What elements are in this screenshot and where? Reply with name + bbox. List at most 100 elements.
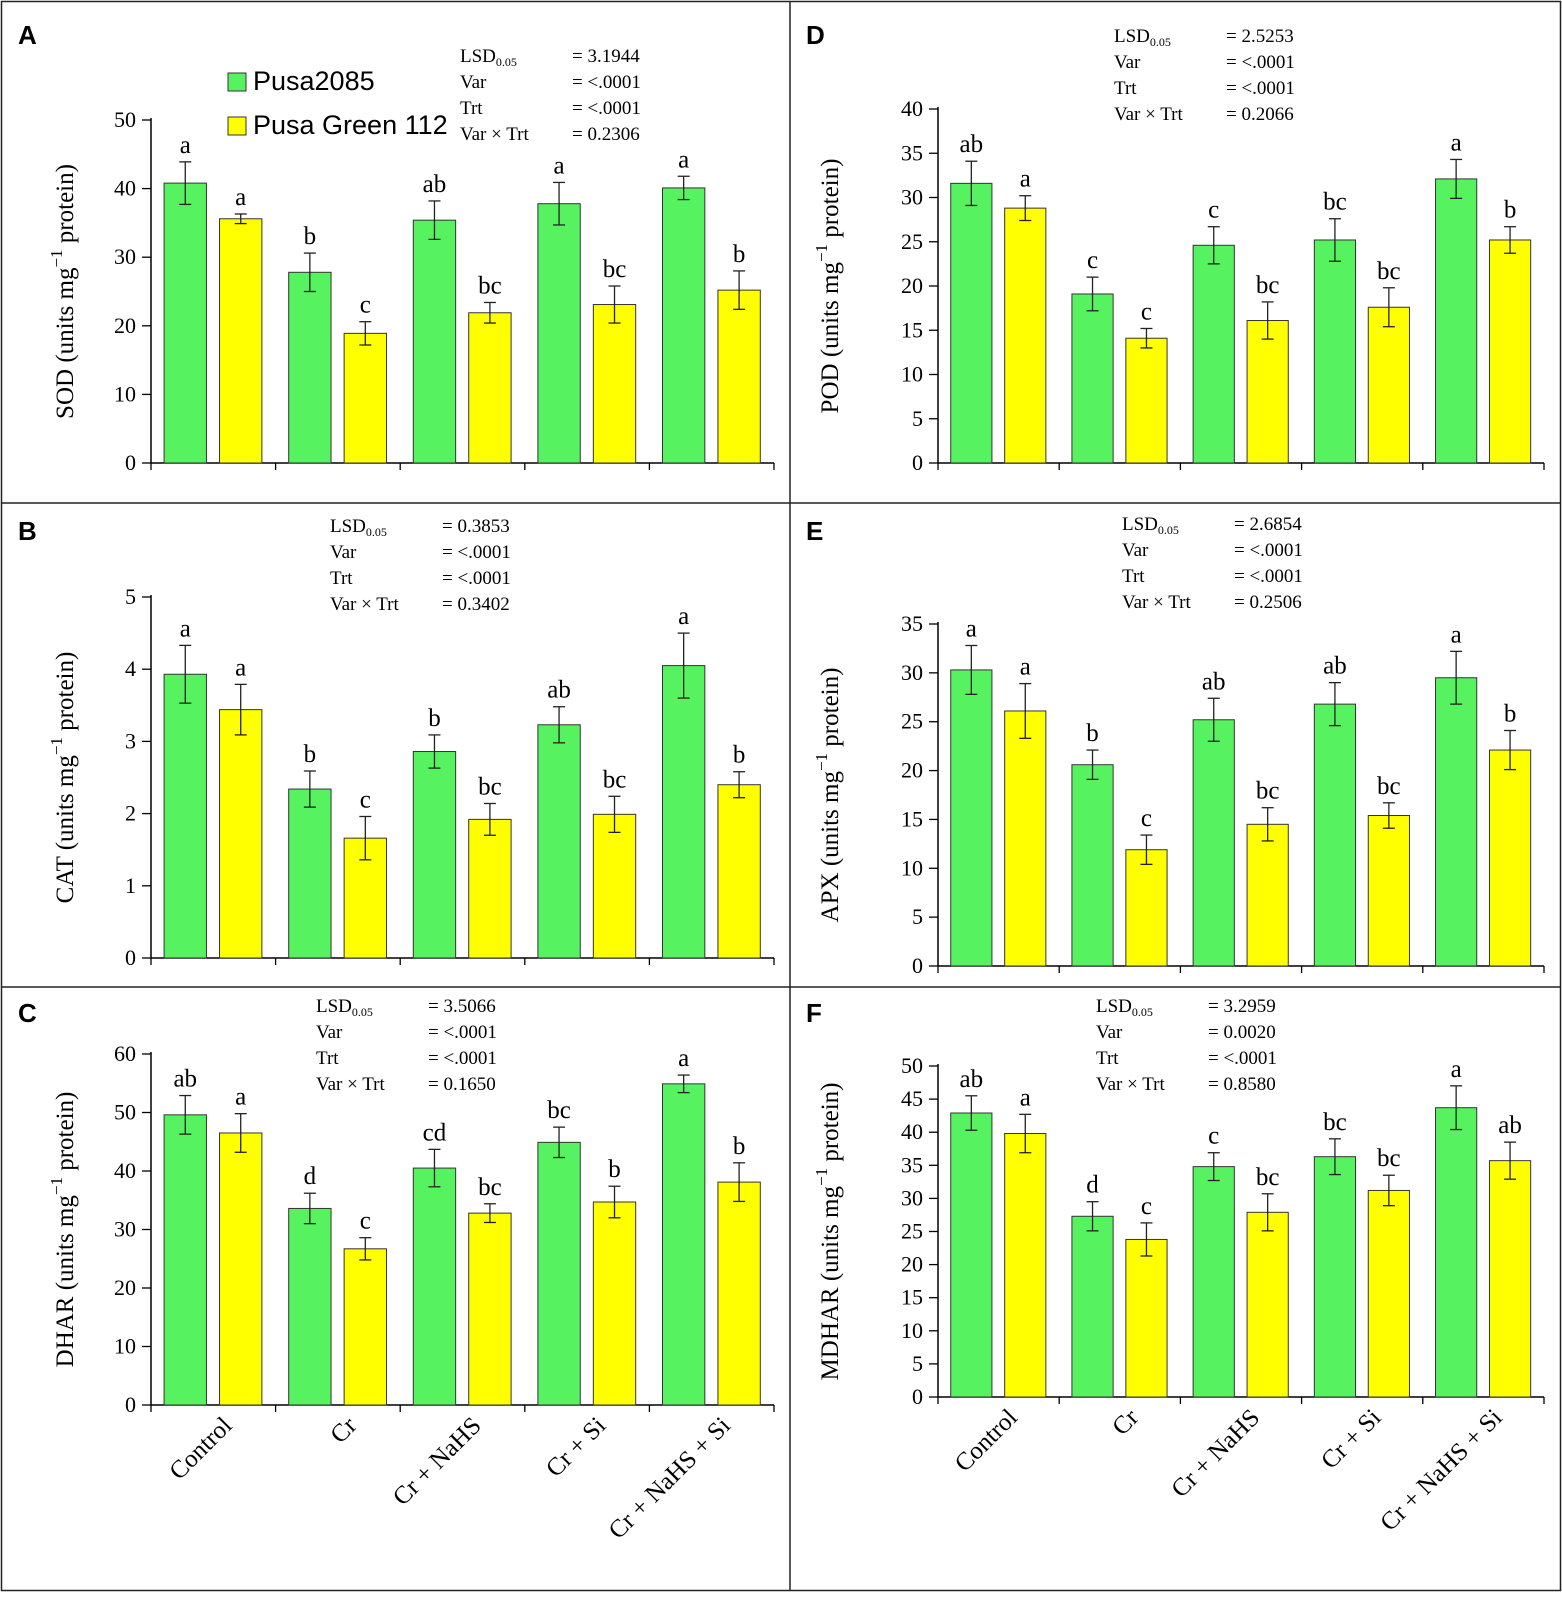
bar [1246, 823, 1289, 967]
bar [412, 751, 457, 959]
stats-label: Var [1096, 1022, 1123, 1043]
significance-letter: bc [478, 272, 502, 299]
y-tick-label: 15 [901, 806, 923, 831]
bar [1192, 244, 1235, 464]
bar [1435, 178, 1478, 464]
significance-letter: b [733, 742, 746, 769]
bar [1192, 1166, 1235, 1398]
significance-letter: a [1451, 621, 1462, 648]
significance-letter: c [360, 1208, 371, 1235]
significance-letter: a [235, 184, 246, 211]
bar [468, 1212, 512, 1406]
stats-value: = 0.0020 [1208, 1022, 1276, 1043]
y-tick-label: 5 [912, 406, 923, 431]
significance-letter: cd [423, 1119, 447, 1146]
stats-value: = 0.8580 [1208, 1074, 1276, 1095]
stats-value: = 0.2066 [1226, 104, 1294, 125]
stats-value: = <.0001 [1208, 1048, 1277, 1069]
bar [592, 304, 637, 464]
bar [1313, 239, 1357, 464]
bar [661, 187, 706, 464]
significance-letter: c [1141, 298, 1152, 325]
significance-letter: bc [1256, 1164, 1280, 1191]
y-tick-label: 2 [125, 801, 136, 826]
y-axis-label: MDHAR (units mg−1 protein) [812, 1083, 844, 1381]
bar [717, 1181, 761, 1406]
stats-value: = <.0001 [442, 568, 511, 589]
bar [163, 1114, 207, 1406]
bar [1313, 703, 1357, 967]
stats-label: Var × Trt [1096, 1074, 1166, 1095]
y-tick-label: 0 [912, 953, 923, 978]
significance-letter: bc [603, 256, 627, 283]
bar [1488, 1160, 1532, 1398]
y-tick-label: 40 [114, 176, 136, 201]
significance-letter: c [360, 786, 371, 813]
significance-letter: b [428, 705, 441, 732]
stats-value: = <.0001 [428, 1022, 497, 1043]
bar [950, 669, 993, 967]
panel-letter: D [806, 20, 825, 50]
stats-value: = 3.1944 [572, 46, 640, 67]
y-tick-label: 1 [125, 873, 136, 898]
panel-c: C 0 10 20 30 40 50 60 ab d cd bc a a c bc b b DHAR (units … [18, 996, 775, 1417]
bar [1488, 749, 1532, 967]
significance-letter: bc [1377, 1145, 1401, 1172]
significance-letter: d [304, 1163, 317, 1190]
x-category-label: Cr + NaHS [1166, 1404, 1265, 1503]
stats-label: Var [1122, 540, 1149, 561]
stats-value: = <.0001 [442, 542, 511, 563]
legend-label: Pusa Green 112 [253, 110, 448, 140]
y-tick-label: 0 [125, 1392, 136, 1417]
stats-value: = <.0001 [572, 72, 641, 93]
stats-value: = 0.1650 [428, 1074, 496, 1095]
significance-letter: a [678, 1045, 689, 1072]
significance-letter: c [1208, 197, 1219, 224]
y-tick-label: 25 [901, 1219, 923, 1244]
bar [219, 1132, 263, 1406]
y-tick-label: 10 [901, 362, 923, 387]
significance-letter: ab [960, 1066, 984, 1093]
bar [537, 1141, 581, 1406]
y-tick-label: 5 [125, 584, 136, 609]
bar [1435, 1107, 1478, 1398]
x-category-label: Control [164, 1412, 237, 1485]
bar [592, 813, 637, 959]
bar [468, 818, 512, 959]
stats-value: = 3.5066 [428, 996, 496, 1017]
bar [412, 219, 457, 464]
y-tick-label: 10 [901, 855, 923, 880]
y-tick-label: 40 [901, 1119, 923, 1144]
y-tick-label: 4 [125, 656, 136, 681]
stats-label: Var [316, 1022, 343, 1043]
y-tick-label: 10 [114, 381, 136, 406]
stats-label: Trt [1096, 1048, 1119, 1069]
x-category-label: Cr + Si [541, 1412, 611, 1482]
bar [1125, 337, 1168, 464]
significance-letter: bc [547, 1097, 571, 1124]
bar [717, 289, 761, 464]
y-axis-label: DHAR (units mg−1 protein) [47, 1092, 79, 1368]
significance-letter: b [733, 241, 746, 268]
y-tick-label: 20 [901, 758, 923, 783]
bar [1192, 719, 1235, 967]
significance-letter: a [1020, 654, 1031, 681]
significance-letter: d [1086, 1172, 1099, 1199]
bar [1313, 1156, 1357, 1398]
bar [1071, 293, 1114, 464]
bar [950, 182, 993, 464]
x-category-label: Cr [325, 1412, 362, 1449]
stats-label: Var × Trt [316, 1074, 386, 1095]
panel-letter: C [18, 998, 37, 1028]
significance-letter: c [360, 292, 371, 319]
significance-letter: a [180, 615, 191, 642]
y-tick-label: 15 [901, 1285, 923, 1310]
significance-letter: b [1504, 701, 1517, 728]
y-tick-label: 5 [912, 1351, 923, 1376]
panel-letter: F [806, 998, 822, 1028]
y-tick-label: 0 [912, 450, 923, 475]
significance-letter: ab [1202, 668, 1226, 695]
y-tick-label: 20 [901, 1252, 923, 1277]
